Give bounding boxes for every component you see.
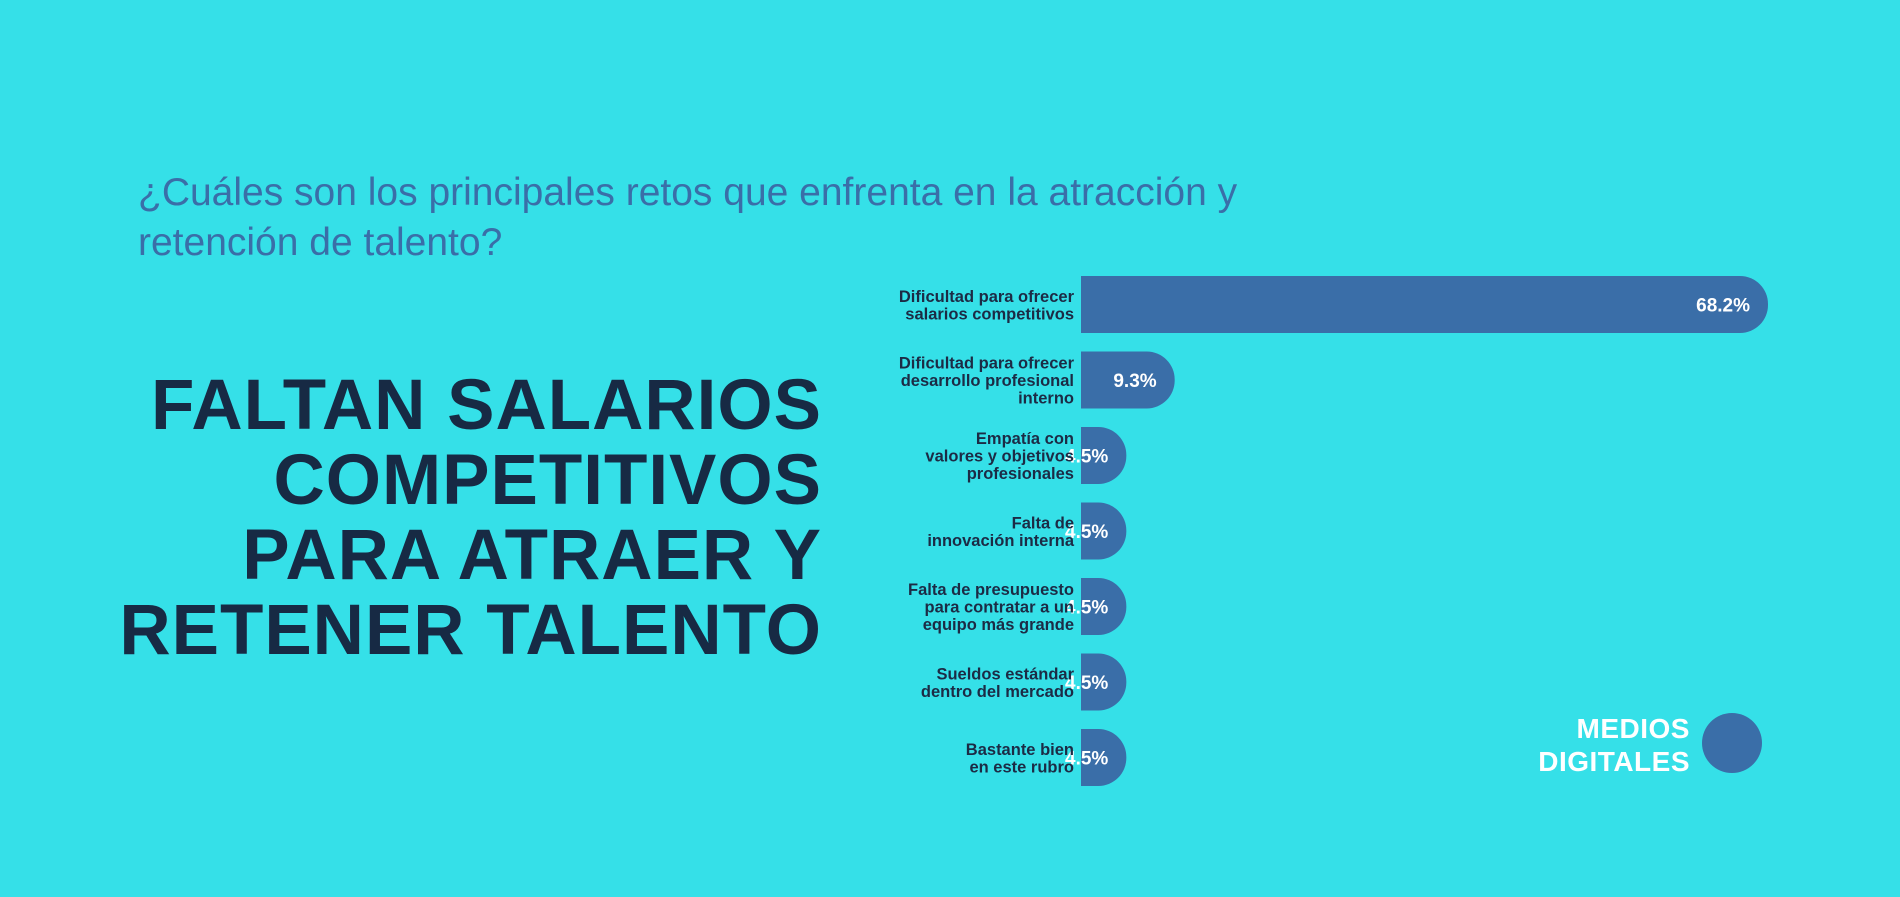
category-label-line: Sueldos estándar [936,665,1074,683]
category-label-line: valores y objetivos [925,448,1074,466]
category-label-line: dentro del mercado [921,683,1074,701]
bar-6 [1081,729,1127,786]
category-label-line: profesionales [967,465,1074,483]
category-label-0: Dificultad para ofrecer salarios competit… [899,288,1075,324]
category-label-line: desarrollo profesional [901,372,1074,390]
category-label-4: Falta de presupuesto para contratar a un e… [908,581,1074,634]
bar-2 [1081,427,1127,485]
category-label-line: interno [1018,390,1074,408]
category-label-line: Empatía con [976,430,1074,448]
category-label-line: Dificultad para ofrecer [899,288,1075,306]
bar-3 [1081,502,1127,560]
category-label-6: Bastante bien en este rubro [966,741,1074,777]
category-label-line: en este rubro [969,758,1074,776]
brand-logo-text: MEDIOS DIGITALES [1490,712,1690,778]
chart-question: ¿Cuáles son los principales retos que en… [138,171,1238,264]
brand-circle-icon [1702,713,1762,773]
category-label-2: Empatía con valores y objetivos profesiona… [925,430,1074,483]
category-label-line: innovación interna [927,532,1075,550]
category-label-line: Bastante bien [966,741,1074,759]
value-label-5: 4.5% [1065,673,1108,694]
category-label-1: Dificultad para ofrecer desarrollo profes… [899,355,1075,408]
category-label-line: Falta de [1012,514,1074,532]
value-label-6: 4.5% [1065,749,1108,770]
category-label-3: Falta de innovación interna [927,514,1075,550]
category-label-5: Sueldos estándar dentro del mercado [921,665,1075,701]
headline: FALTAN SALARIOS COMPETITIVOS PARA ATRAER… [119,366,822,670]
brand-line-2: DIGITALES [1538,746,1690,777]
value-label-2: 4.5% [1065,447,1108,468]
bar-1 [1081,351,1175,409]
bar-0 [1081,276,1768,333]
bar-5 [1081,653,1127,711]
category-label-line: Falta de presupuesto [908,581,1074,599]
bar-4 [1081,578,1127,635]
category-label-line: salarios competitivos [905,305,1074,323]
category-label-line: equipo más grande [923,616,1074,634]
value-label-3: 4.5% [1065,522,1108,543]
category-label-line: para contratar a un [925,599,1074,617]
brand-line-1: MEDIOS [1576,713,1690,744]
value-label-1: 9.3% [1113,371,1156,392]
value-label-4: 4.5% [1065,598,1108,619]
value-label-0: 68.2% [1696,296,1750,317]
category-label-line: Dificultad para ofrecer [899,355,1075,373]
